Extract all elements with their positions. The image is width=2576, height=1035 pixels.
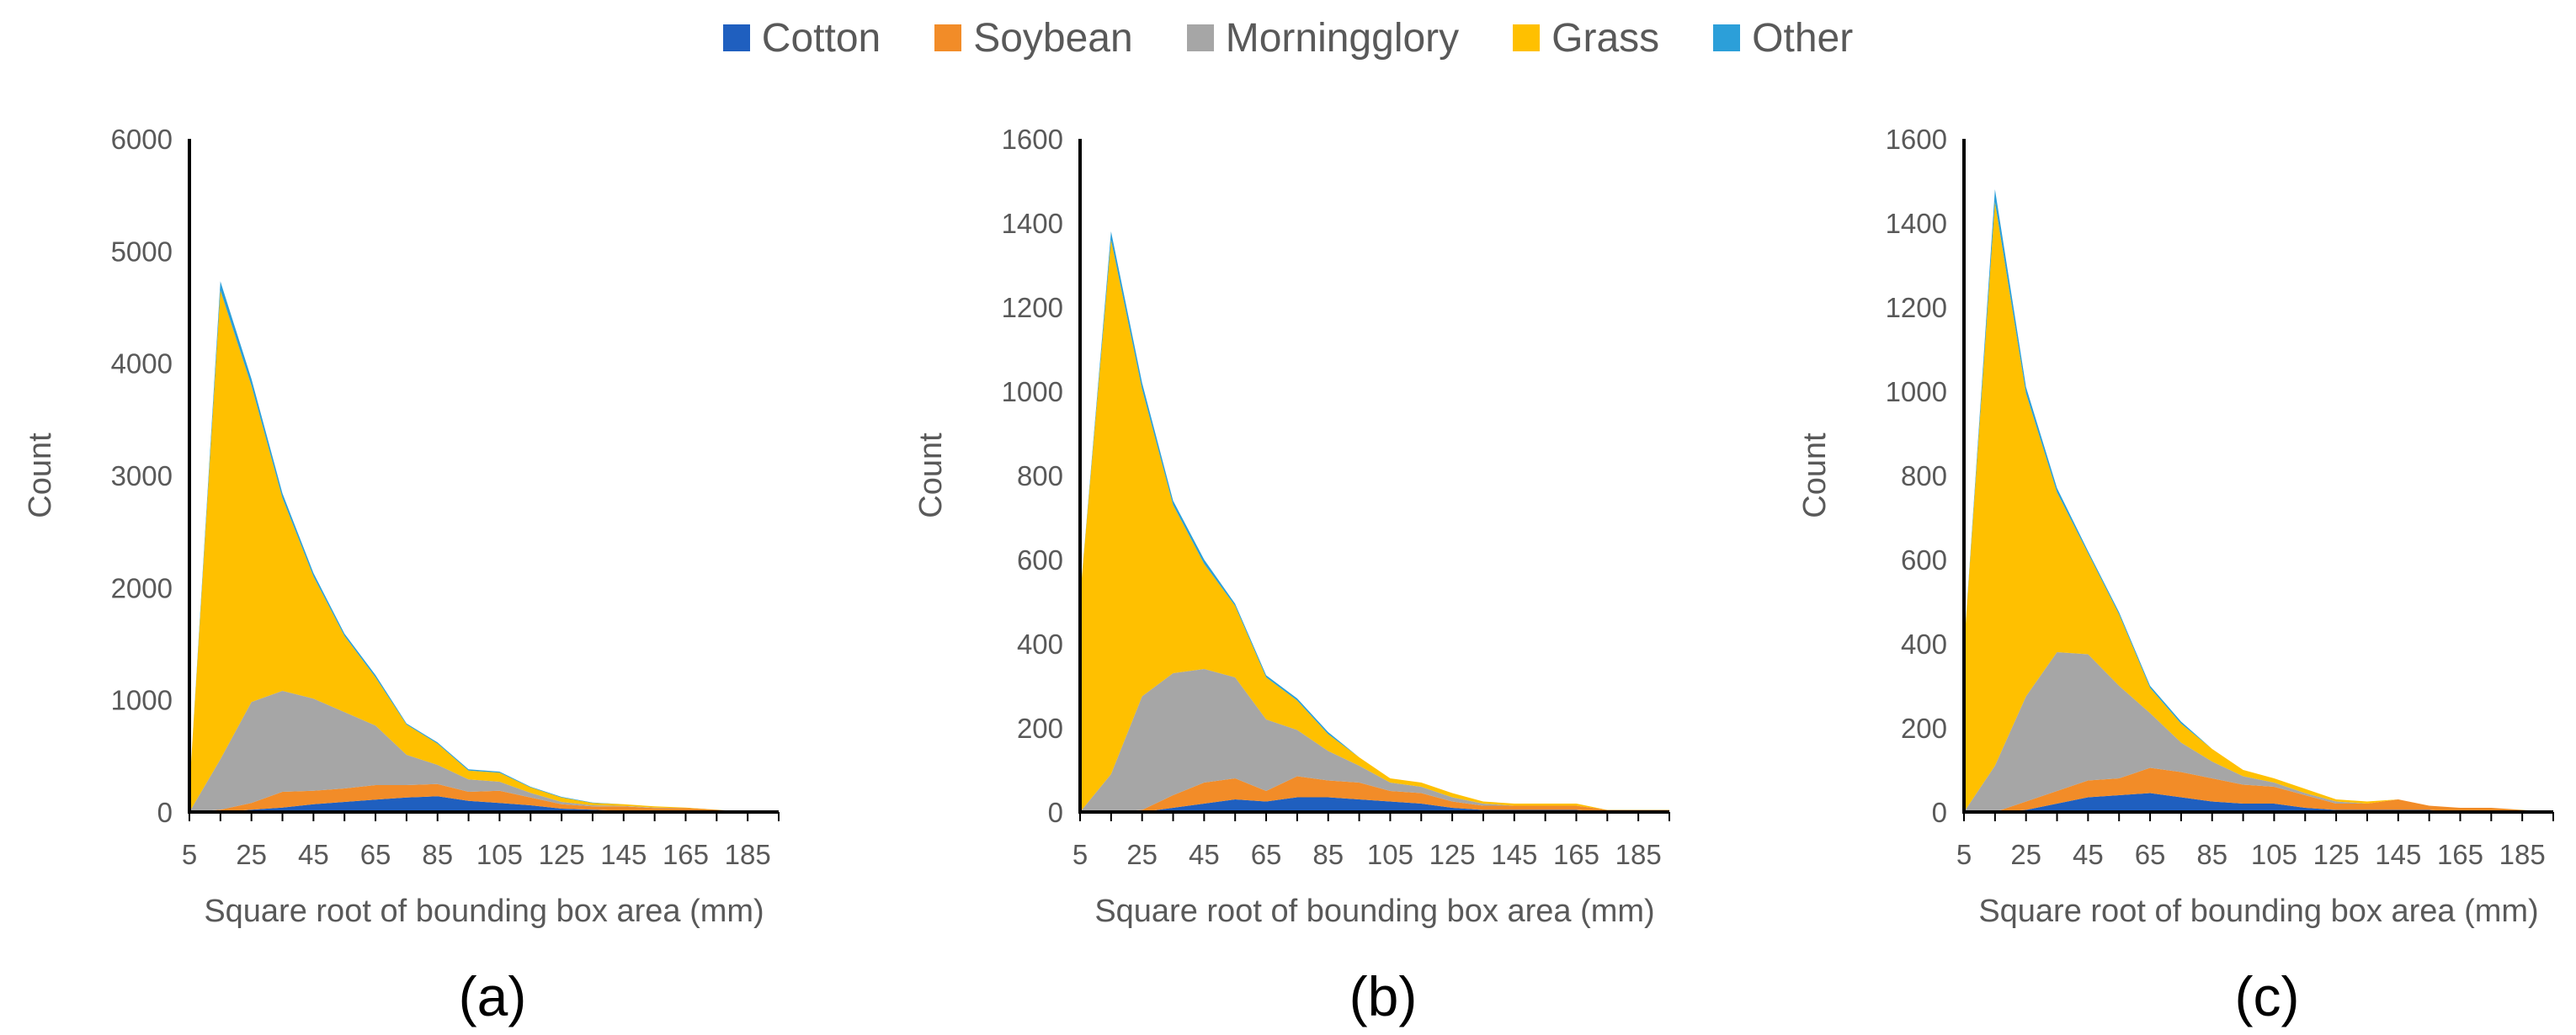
x-tick-label: 25: [236, 839, 267, 870]
legend-label-cotton: Cotton: [761, 15, 881, 61]
x-tick-label: 185: [2499, 839, 2546, 870]
x-tick-label: 165: [663, 839, 709, 870]
x-tick-label: 25: [1126, 839, 1158, 870]
legend-label-other: Other: [1752, 15, 1854, 61]
chart-b: 5 25 45 65 85 105 125 145 165 185 0 200 400 600 800 100…: [913, 124, 1670, 1027]
x-tick-label: 105: [476, 839, 523, 870]
y-tick-label: 1600: [1002, 124, 1063, 155]
y-tick-label: 1000: [111, 685, 173, 716]
legend-swatch-cotton: [722, 24, 750, 51]
chart-panel-a: 5 25 45 65 85 105 125 145 165 185 0 1000 2000 3000 400…: [0, 109, 859, 1035]
y-tick-label: 6000: [111, 124, 173, 155]
x-tick-label: 85: [1312, 839, 1344, 870]
x-tick-label: 25: [2010, 839, 2041, 870]
y-tick-label: 1200: [1886, 292, 1947, 323]
x-tick-label: 5: [1956, 839, 1972, 870]
legend-swatch-grass: [1513, 24, 1541, 51]
legend-item-morningglory: Morningglory: [1186, 15, 1460, 61]
y-tick-label: 0: [1048, 797, 1063, 828]
area-soybean: [189, 783, 779, 812]
x-tick-label: 125: [1429, 839, 1476, 870]
x-tick-label: 165: [2437, 839, 2483, 870]
y-tick-label: 2000: [111, 572, 173, 603]
x-tick-label: 45: [1189, 839, 1220, 870]
area-soybean: [1964, 767, 2553, 812]
area-grass: [1080, 240, 1669, 812]
x-tick-label: 185: [1615, 839, 1662, 870]
y-tick-label: 0: [1932, 797, 1947, 828]
y-tick-label: 800: [1901, 460, 1947, 491]
x-tick-label: 125: [539, 839, 585, 870]
x-tick-label: 5: [1072, 839, 1088, 870]
area-morningglory: [1964, 652, 2553, 812]
legend-swatch-soybean: [934, 24, 962, 51]
x-axis-title: Square root of bounding box area (mm): [204, 894, 764, 929]
area-cotton: [1080, 797, 1669, 812]
x-tick-label: 65: [360, 839, 391, 870]
y-axis-title: Count: [1797, 433, 1833, 518]
x-tick-label: 45: [298, 839, 329, 870]
y-tick-label: 800: [1017, 460, 1063, 491]
x-tick-label: 45: [2073, 839, 2104, 870]
y-tick-label: 200: [1901, 713, 1947, 744]
panel-label: (a): [459, 965, 527, 1027]
chart-c: 5 25 45 65 85 105 125 145 165 185 0 200 400 600 800 100…: [1797, 124, 2554, 1027]
chart-a: 5 25 45 65 85 105 125 145 165 185 0 1000 2000 3000 400…: [23, 124, 780, 1027]
x-axis-title: Square root of bounding box area (mm): [1978, 894, 2538, 929]
y-tick-label: 3000: [111, 460, 173, 491]
legend-label-soybean: Soybean: [973, 15, 1133, 61]
y-tick-label: 1200: [1002, 292, 1063, 323]
y-tick-label: 400: [1017, 629, 1063, 660]
y-tick-label: 1400: [1886, 208, 1947, 239]
y-axis-title: Count: [913, 433, 949, 518]
x-tick-label: 105: [1367, 839, 1413, 870]
area-soybean: [1080, 776, 1669, 812]
x-tick-label: 125: [2313, 839, 2360, 870]
panel-label: (c): [2235, 965, 2300, 1027]
y-tick-label: 600: [1017, 544, 1063, 576]
y-tick-label: 4000: [111, 348, 173, 380]
x-tick-label: 105: [2251, 839, 2297, 870]
x-tick-label: 65: [2135, 839, 2166, 870]
y-tick-label: 1000: [1002, 376, 1063, 407]
x-tick-label: 85: [422, 839, 453, 870]
legend-item-other: Other: [1713, 15, 1853, 61]
x-tick-label: 5: [182, 839, 197, 870]
x-tick-label: 65: [1251, 839, 1282, 870]
area-cotton: [1964, 793, 2553, 812]
x-tick-label: 85: [2196, 839, 2227, 870]
x-tick-label: 165: [1553, 839, 1599, 870]
chart-panel-b: 5 25 45 65 85 105 125 145 165 185 0 200 400 600 800 100…: [891, 109, 1749, 1035]
legend-swatch-morningglory: [1186, 24, 1214, 51]
y-tick-label: 200: [1017, 713, 1063, 744]
chart-panel-c: 5 25 45 65 85 105 125 145 165 185 0 200 400 600 800 100…: [1775, 109, 2576, 1035]
y-tick-label: 1400: [1002, 208, 1063, 239]
legend-label-morningglory: Morningglory: [1225, 15, 1460, 61]
x-tick-label: 145: [2375, 839, 2421, 870]
x-tick-label: 145: [600, 839, 647, 870]
y-tick-label: 1600: [1886, 124, 1947, 155]
legend: Cotton Soybean Morningglory Grass Other: [0, 8, 2576, 67]
y-tick-label: 5000: [111, 236, 173, 267]
area-morningglory: [1080, 669, 1669, 812]
y-tick-label: 400: [1901, 629, 1947, 660]
y-tick-label: 1000: [1886, 376, 1947, 407]
legend-item-cotton: Cotton: [722, 15, 881, 61]
y-tick-label: 600: [1901, 544, 1947, 576]
y-axis-title: Count: [23, 433, 58, 518]
legend-item-grass: Grass: [1513, 15, 1659, 61]
y-tick-label: 0: [157, 797, 173, 828]
x-tick-label: 145: [1491, 839, 1537, 870]
area-cotton: [189, 796, 779, 812]
x-tick-label: 185: [725, 839, 771, 870]
legend-swatch-other: [1713, 24, 1741, 51]
legend-label-grass: Grass: [1551, 15, 1660, 61]
panel-label: (b): [1349, 965, 1418, 1027]
legend-item-soybean: Soybean: [934, 15, 1133, 61]
area-grass: [189, 290, 779, 812]
area-grass: [1964, 202, 2553, 812]
x-axis-title: Square root of bounding box area (mm): [1094, 894, 1654, 929]
area-morningglory: [189, 691, 779, 812]
